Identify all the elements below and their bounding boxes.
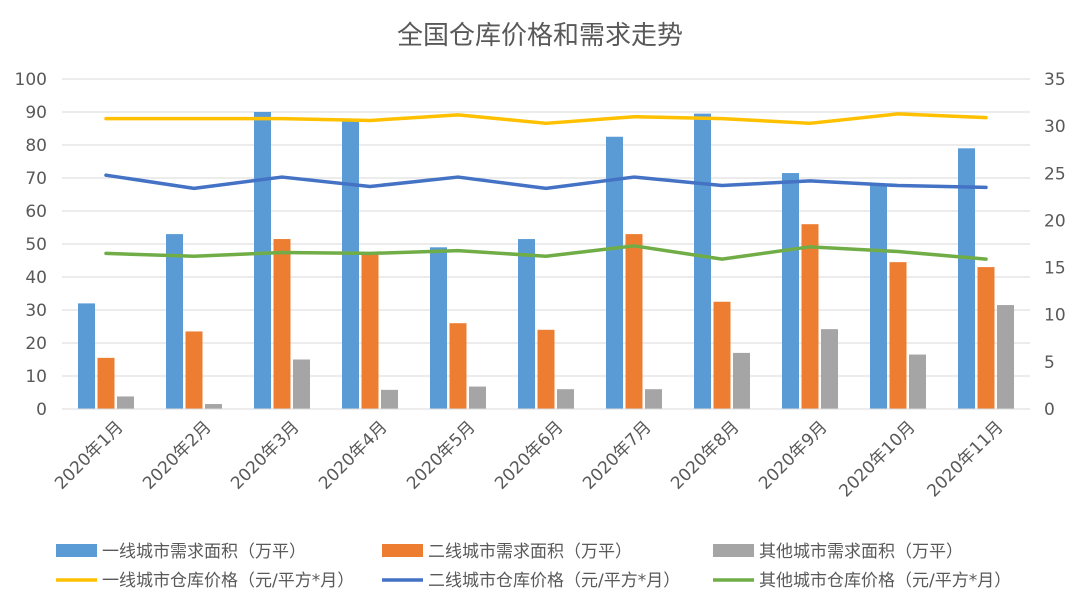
y-right-tick-label: 35 (1044, 70, 1066, 90)
y-right-tick-label: 5 (1044, 353, 1055, 373)
bar (694, 113, 711, 410)
x-tick-label: 2020年5月 (403, 417, 479, 493)
bar (909, 354, 926, 409)
series-line (104, 173, 988, 191)
y-right-tick-label: 0 (1044, 400, 1055, 420)
bar (997, 305, 1014, 409)
x-tick-label: 2020年9月 (755, 417, 831, 493)
bar (606, 136, 623, 409)
bar (958, 148, 975, 410)
bar (782, 173, 799, 409)
x-tick-label: 2020年10月 (835, 417, 919, 501)
y-left-tick-label: 90 (25, 103, 47, 123)
bar (430, 247, 447, 409)
y-left-tick-label: 60 (25, 202, 47, 222)
x-tick-label: 2020年11月 (923, 417, 1007, 501)
y-left-tick-label: 10 (25, 367, 47, 387)
bar (537, 329, 555, 409)
y-left-tick-label: 100 (15, 70, 47, 90)
legend-label: 二线城市仓库价格（元/平方*月） (428, 571, 680, 591)
bar (645, 389, 662, 409)
legend-swatch (713, 544, 754, 557)
bar (870, 184, 887, 409)
legend-swatch (382, 544, 423, 557)
legend-label: 一线城市仓库价格（元/平方*月） (102, 571, 354, 591)
legend-swatch (56, 544, 97, 557)
chart-title: 全国仓库价格和需求走势 (397, 21, 683, 51)
bar (449, 323, 467, 409)
x-tick-label: 2020年3月 (227, 417, 303, 493)
bar (889, 262, 907, 409)
bar (801, 224, 819, 409)
x-tick-label: 2020年6月 (491, 417, 567, 493)
bar (205, 404, 222, 409)
y-axis-left: 0 10 20 30 40 50 60 70 80 90 100 (15, 70, 47, 420)
legend-label: 一线城市需求面积（万平） (102, 542, 306, 562)
y-axis-right: 0 5 10 15 20 25 30 35 (1044, 70, 1066, 420)
series-line (104, 112, 988, 126)
y-left-tick-label: 80 (25, 136, 47, 156)
bar (342, 118, 359, 409)
y-left-tick-label: 20 (25, 334, 47, 354)
y-right-tick-label: 30 (1044, 117, 1066, 137)
bar (381, 389, 398, 409)
x-tick-label: 2020年2月 (139, 417, 215, 493)
bars (78, 112, 1014, 410)
bar (518, 239, 535, 409)
bar (78, 303, 95, 409)
x-tick-label: 2020年8月 (667, 417, 743, 493)
bar (625, 234, 643, 409)
bar (821, 329, 838, 409)
legend-label: 其他城市需求面积（万平） (759, 542, 963, 562)
bar (977, 267, 995, 409)
lines (104, 112, 988, 261)
bar (254, 112, 271, 409)
y-left-tick-label: 70 (25, 169, 47, 189)
bar (293, 359, 310, 409)
y-left-tick-label: 50 (25, 235, 47, 255)
y-left-tick-label: 0 (36, 400, 47, 420)
bar (361, 253, 379, 409)
y-right-tick-label: 15 (1044, 259, 1066, 279)
series-line (104, 244, 988, 261)
bar (166, 234, 183, 409)
x-tick-label: 2020年7月 (579, 417, 655, 493)
bar (273, 239, 291, 409)
legend: 一线城市需求面积（万平） 二线城市需求面积（万平） 其他城市需求面积（万平） 一线城市… (56, 542, 1011, 591)
bar (469, 386, 486, 409)
legend-label: 二线城市需求面积（万平） (428, 542, 632, 562)
y-right-tick-label: 10 (1044, 306, 1066, 326)
y-left-tick-label: 30 (25, 301, 47, 321)
bar (185, 331, 203, 409)
legend-label: 其他城市仓库价格（元/平方*月） (759, 571, 1011, 591)
y-right-tick-label: 20 (1044, 211, 1066, 231)
bar (733, 352, 750, 409)
x-tick-label: 2020年4月 (315, 417, 391, 493)
gridlines (62, 78, 1030, 410)
x-axis: 2020年1月 2020年2月 2020年3月 2020年4月 2020年5月 2020年… (51, 408, 1030, 501)
x-tick-label: 2020年1月 (51, 417, 127, 493)
bar (117, 396, 134, 409)
y-right-tick-label: 25 (1044, 164, 1066, 184)
bar (97, 357, 115, 409)
y-left-tick-label: 40 (25, 268, 47, 288)
bar (557, 389, 574, 409)
bar (713, 301, 731, 409)
